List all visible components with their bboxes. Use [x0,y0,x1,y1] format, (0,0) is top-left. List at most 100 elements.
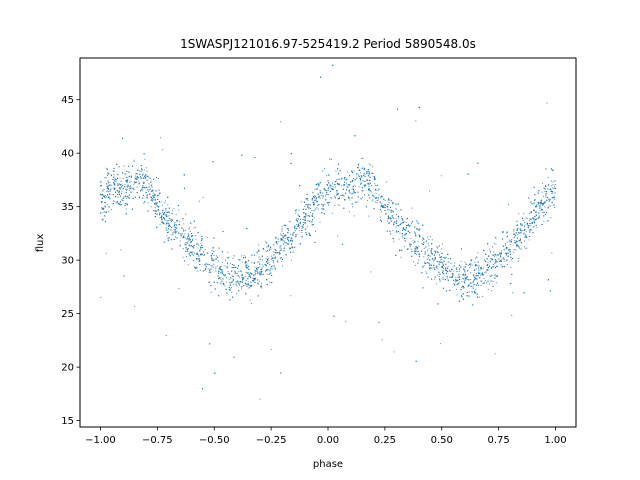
data-point [525,217,527,219]
data-point [314,200,316,202]
data-point [191,251,193,253]
data-point [185,247,187,249]
data-point [431,239,433,241]
data-point [151,190,153,192]
data-point [266,273,268,275]
data-point [442,271,444,273]
data-point [402,222,404,224]
data-point [365,184,367,186]
data-point [433,260,435,262]
data-point [367,188,369,190]
data-point [283,250,285,252]
data-point [263,249,265,251]
data-point [300,201,302,203]
data-point [128,196,130,198]
data-point [451,276,453,278]
data-point [278,253,280,255]
data-point [428,248,430,250]
data-point [116,201,118,203]
data-point [522,223,524,225]
data-point [370,164,372,166]
data-point [106,190,108,192]
data-point [411,255,413,257]
data-point [513,233,515,235]
data-point [188,245,190,247]
data-point [542,204,544,206]
data-point [456,284,458,286]
data-point [198,260,200,262]
data-point [502,231,504,233]
data-point [407,224,409,226]
data-point [480,284,482,286]
data-point [166,211,168,213]
data-point [363,168,365,170]
data-point [535,219,537,221]
data-point [493,251,495,253]
data-point [477,162,479,164]
data-point [402,230,404,232]
data-point [280,238,282,240]
data-point [312,197,313,199]
data-point [397,108,399,110]
data-point [425,271,427,273]
data-point [512,258,514,260]
data-point [137,177,139,179]
data-point [124,203,126,205]
data-point [123,275,125,277]
data-point [541,201,543,203]
data-point [552,187,554,189]
data-point [185,242,187,244]
data-point [538,190,540,192]
data-point [531,222,533,224]
data-point [259,274,261,276]
data-point [512,292,514,294]
data-point [322,197,324,199]
data-point [188,235,190,237]
data-point [337,168,339,170]
data-point [311,221,313,223]
data-point [523,229,525,231]
data-point [375,189,377,191]
data-point [319,221,321,223]
data-point [119,201,121,203]
data-point [518,213,520,215]
data-point [414,226,416,228]
data-point [431,252,433,254]
data-point [445,257,447,259]
data-point [118,166,120,168]
data-point [517,245,519,247]
data-point [508,239,510,241]
data-point [157,210,159,212]
data-point [445,269,447,271]
data-point [450,271,452,273]
data-point [142,187,144,189]
data-point [416,248,418,250]
data-point [150,206,152,208]
data-point [487,264,489,266]
data-point [257,295,259,297]
data-point [455,268,457,270]
data-point [380,211,382,213]
data-point [330,185,332,187]
data-point [261,267,263,269]
data-point [390,220,392,222]
data-point [510,253,512,255]
data-point [529,218,531,220]
data-point [506,231,508,233]
data-point [128,189,130,191]
data-point [122,184,124,186]
data-point [407,223,409,225]
data-point [529,213,531,215]
data-point [185,244,187,246]
data-point [209,271,211,273]
data-point [279,245,281,247]
data-point [416,247,418,249]
data-point [543,215,545,217]
data-point [129,187,131,189]
data-point [371,191,373,193]
data-point [220,269,222,271]
data-point [197,232,199,234]
data-point [223,283,225,285]
data-point [179,221,181,223]
data-point [315,200,317,202]
